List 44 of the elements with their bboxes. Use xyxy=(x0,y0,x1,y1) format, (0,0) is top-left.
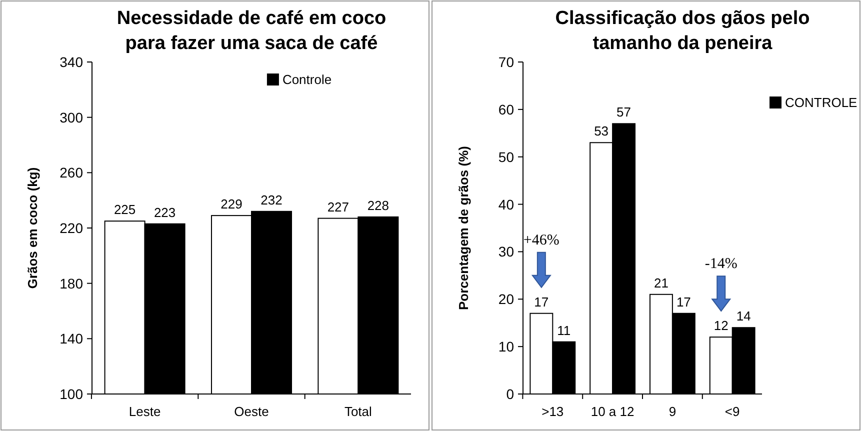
chart-title: Classificação dos gãos pelo tamanho da peneira xyxy=(555,8,810,54)
y-tick-label: 340 xyxy=(60,54,84,70)
data-label: 228 xyxy=(367,198,390,213)
data-label: 229 xyxy=(220,196,242,212)
data-label: 11 xyxy=(557,322,571,338)
y-tick-label: 10 xyxy=(498,338,514,355)
x-tick-label: 10 a 12 xyxy=(590,404,634,419)
chart-title: Necessidade de café em coco para fazer uma saca de café xyxy=(116,8,386,54)
data-label: 17 xyxy=(534,294,549,310)
annotation: +46% xyxy=(523,232,560,248)
data-label: 12 xyxy=(714,318,728,334)
y-axis-title: Grãos em coco (kg) xyxy=(25,167,40,289)
data-label: 21 xyxy=(654,275,668,290)
y-axis-title: Porcentagem de grãos (%) xyxy=(456,146,471,310)
y-tick-label: 220 xyxy=(60,220,84,236)
data-label: 53 xyxy=(594,124,609,139)
y-tick-label: 20 xyxy=(498,291,514,308)
y-tick-label: 180 xyxy=(60,275,84,292)
y-tick-label: 0 xyxy=(506,386,514,402)
y-tick-label: 100 xyxy=(60,386,84,402)
data-label: 223 xyxy=(154,204,176,220)
x-tick-label: >13 xyxy=(542,404,564,419)
annotation: -14% xyxy=(704,256,738,272)
data-label: 225 xyxy=(114,202,136,218)
y-tick-label: 60 xyxy=(498,101,514,118)
x-tick-label: <9 xyxy=(724,404,740,419)
x-tick-label: 9 xyxy=(668,404,676,419)
legend-label: Controle xyxy=(282,72,332,87)
y-tick-label: 70 xyxy=(498,54,514,70)
y-tick-label: 260 xyxy=(60,164,84,181)
data-label: 17 xyxy=(676,294,691,310)
legend-label: CONTROLE xyxy=(785,95,858,110)
y-tick-label: 50 xyxy=(498,148,514,165)
y-tick-label: 300 xyxy=(60,109,84,126)
data-label: 14 xyxy=(736,308,751,324)
data-label: 232 xyxy=(260,192,282,208)
x-tick-label: Leste xyxy=(128,404,161,419)
x-tick-label: Total xyxy=(344,404,372,419)
x-tick-label: Oeste xyxy=(234,404,269,419)
data-label: 227 xyxy=(327,199,350,214)
y-tick-label: 40 xyxy=(498,196,514,212)
y-tick-label: 30 xyxy=(498,244,514,260)
y-tick-label: 140 xyxy=(60,330,84,347)
data-label: 57 xyxy=(616,104,632,120)
